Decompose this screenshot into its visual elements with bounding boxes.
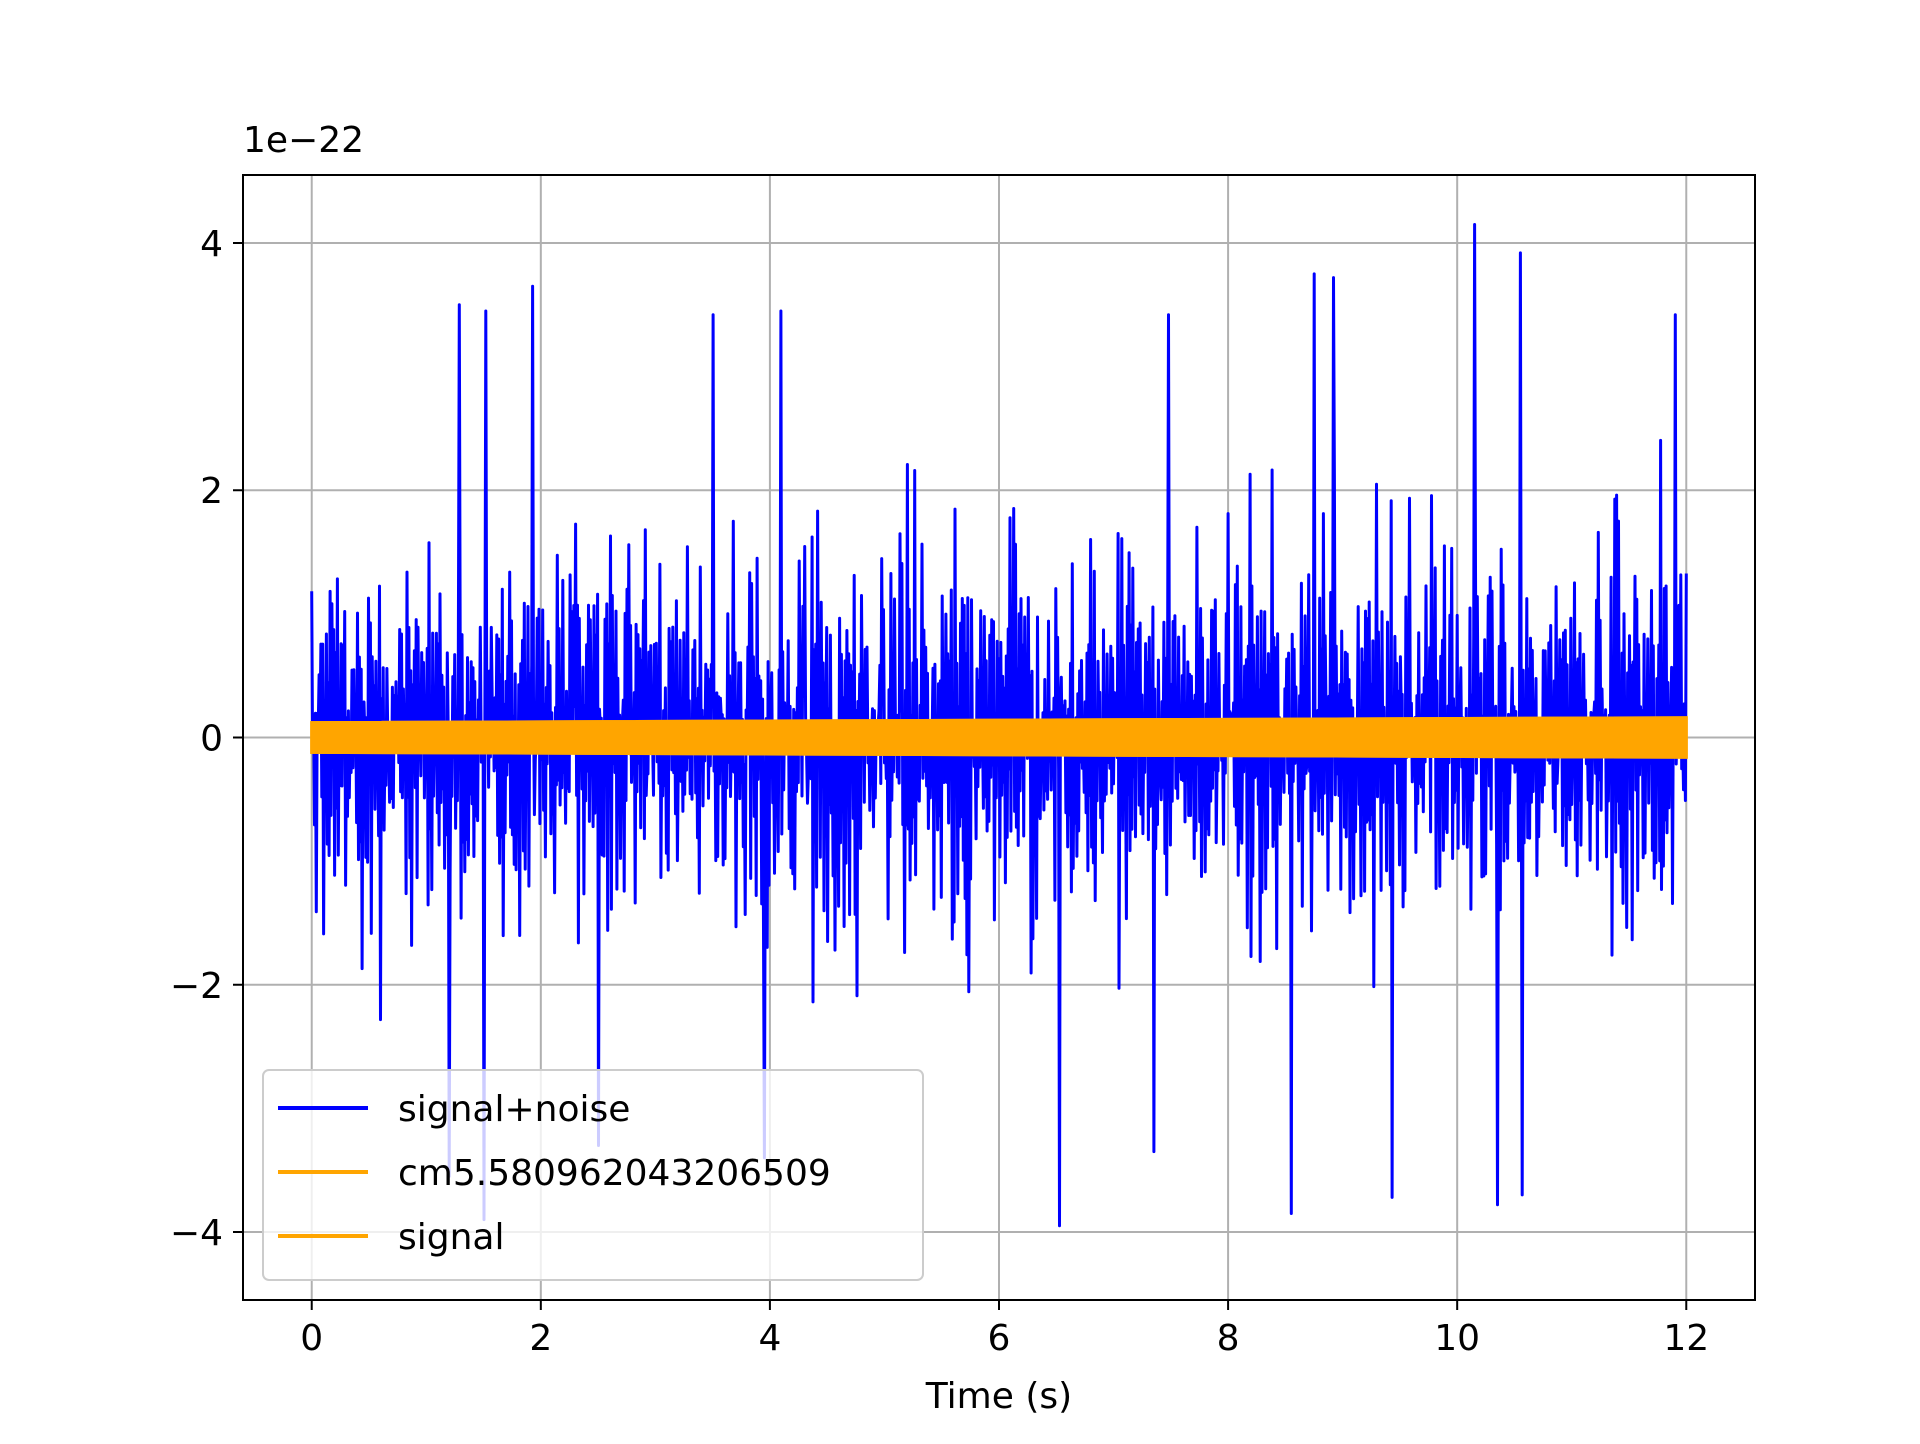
legend-box bbox=[262, 1069, 924, 1281]
y-tick-label-0: −4 bbox=[170, 1213, 223, 1254]
axis-ticks: 0 2 4 6 8 10 12 −4 −2 0 2 4 bbox=[170, 224, 1709, 1359]
x-tick-label-3: 6 bbox=[988, 1318, 1011, 1359]
y-tick-label-2: 0 bbox=[200, 719, 223, 760]
legend: signal+noise cm5.580962043206509 signal bbox=[262, 1069, 924, 1281]
legend-label-0: signal+noise bbox=[398, 1089, 630, 1130]
x-tick-label-5: 10 bbox=[1434, 1318, 1480, 1359]
legend-label-2: signal bbox=[398, 1217, 505, 1258]
plot-series bbox=[310, 223, 1688, 1228]
y-offset-label: 1e−22 bbox=[243, 120, 364, 161]
legend-label-1: cm5.580962043206509 bbox=[398, 1153, 831, 1194]
x-tick-label-4: 8 bbox=[1217, 1318, 1240, 1359]
x-tick-label-1: 2 bbox=[529, 1318, 552, 1359]
y-tick-label-3: 2 bbox=[200, 471, 223, 512]
x-tick-label-6: 12 bbox=[1663, 1318, 1709, 1359]
series-signal-band bbox=[310, 716, 1688, 759]
x-tick-label-2: 4 bbox=[758, 1318, 781, 1359]
y-tick-label-4: 4 bbox=[200, 224, 223, 265]
series-signal-noise-line bbox=[310, 223, 1688, 1228]
x-axis-label: Time (s) bbox=[925, 1376, 1072, 1417]
x-tick-label-0: 0 bbox=[300, 1318, 323, 1359]
y-tick-label-1: −2 bbox=[170, 966, 223, 1007]
